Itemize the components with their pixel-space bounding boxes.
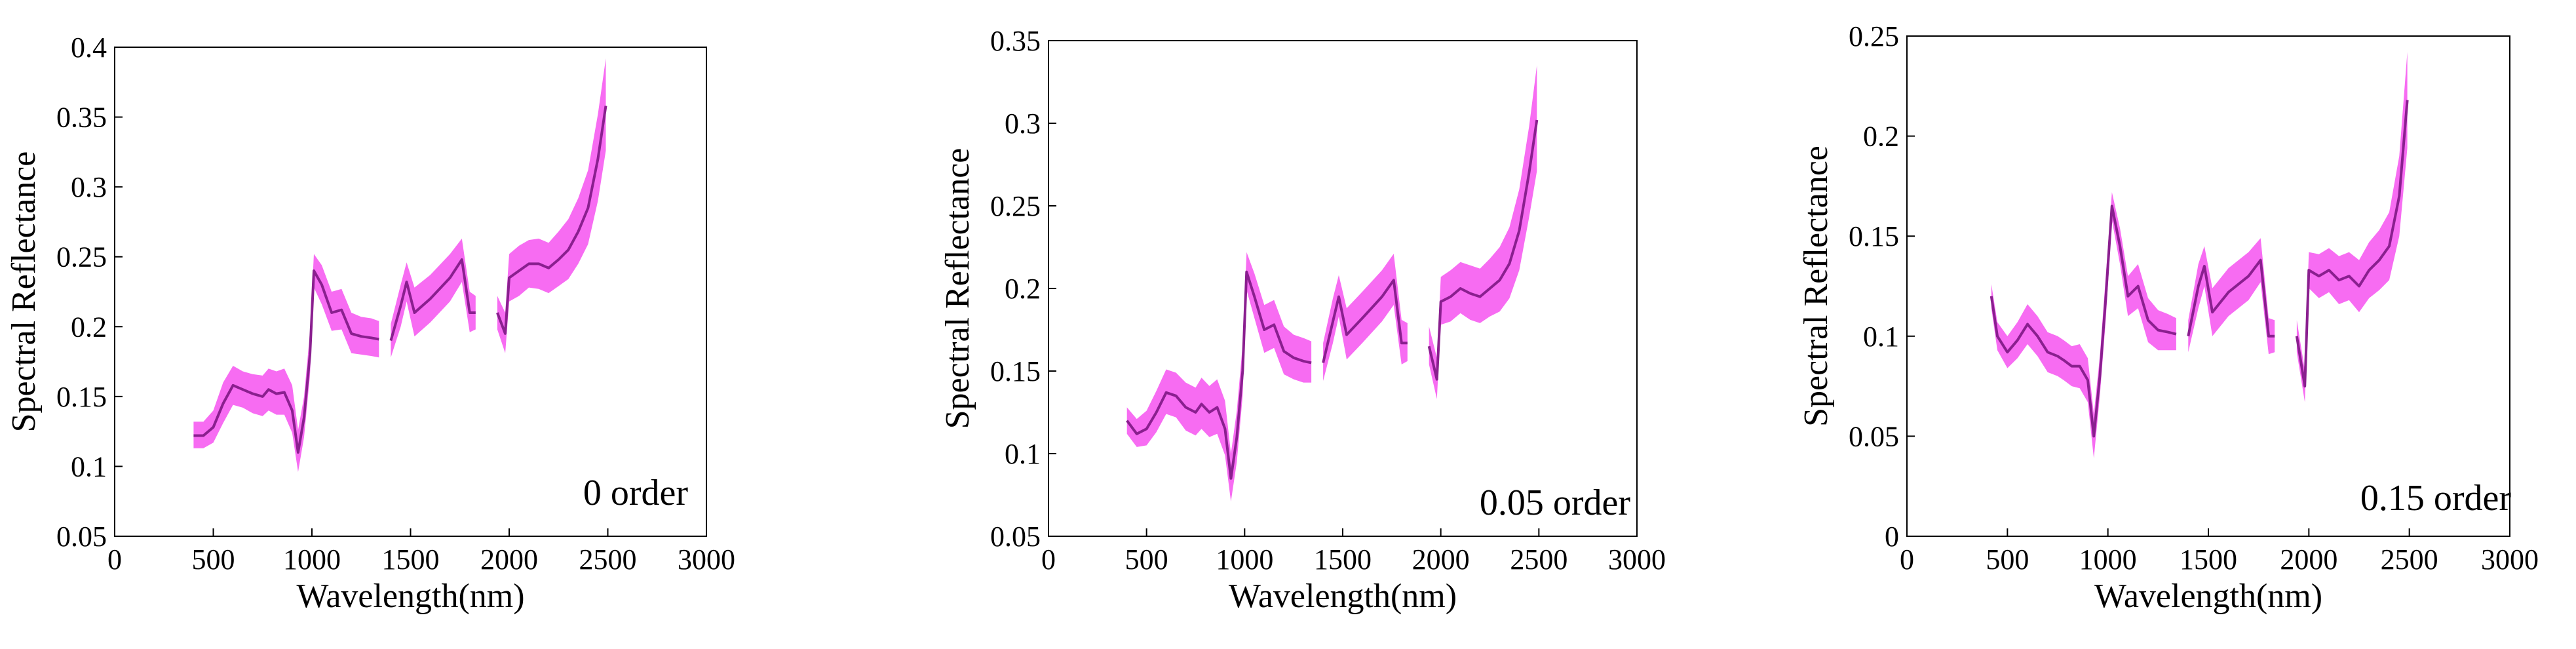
y-tick-label: 0.2 <box>1863 121 1899 153</box>
mean-spectrum-segment <box>193 269 379 454</box>
mean-lines <box>1990 100 2409 438</box>
x-tick-label: 3000 <box>1608 543 1666 576</box>
x-tick-label: 2000 <box>480 543 538 576</box>
x-tick-label: 3000 <box>678 543 735 576</box>
y-tick-label: 0.35 <box>990 25 1041 57</box>
y-tick-label: 0.2 <box>1005 273 1041 305</box>
x-tick-label: 1000 <box>283 543 341 576</box>
y-tick-label: 0.15 <box>1849 220 1899 252</box>
mean-spectrum-segment <box>1126 270 1312 480</box>
y-tick-label: 0.35 <box>56 102 107 134</box>
order-annotation: 0 order <box>583 473 689 513</box>
y-tick-label: 0.4 <box>71 31 107 64</box>
mean-spectrum-segment <box>389 258 476 342</box>
x-tick-label: 0 <box>1900 543 1914 576</box>
x-tick-label: 1500 <box>1314 543 1372 576</box>
x-tick-label: 1500 <box>382 543 440 576</box>
y-tick-label: 0.25 <box>990 190 1041 222</box>
y-tick-label: 0.15 <box>56 381 107 413</box>
y-tick-label: 0.05 <box>1849 420 1899 452</box>
y-tick-label: 0.1 <box>71 450 107 482</box>
y-axis-ticks: 0.05 0.1 0.15 0.2 0.25 0.3 0.35 0.4 <box>56 31 123 553</box>
y-tick-label: 0.3 <box>1005 108 1041 140</box>
x-axis-label: Wavelength(nm) <box>1229 578 1457 615</box>
x-axis-ticks: 0 500 1000 1500 2000 2500 3000 <box>107 528 735 576</box>
y-tick-label: 0.05 <box>990 521 1041 553</box>
x-axis-ticks: 0 500 1000 1500 2000 2500 3000 <box>1041 528 1666 576</box>
y-axis-label: Spectral Reflectance <box>939 148 976 429</box>
chart-panel-0-05-order: 0 500 1000 1500 2000 2500 3000 0.050.10.150.20… <box>939 25 1666 615</box>
x-tick-label: 500 <box>1986 543 2029 576</box>
y-tick-label: 0.25 <box>56 241 107 273</box>
confidence-band-segment <box>391 239 476 358</box>
mean-spectrum-segment <box>2187 258 2275 338</box>
confidence-band-segment <box>193 254 379 472</box>
y-axis-ticks: 0 0.05 0.1 0.15 0.2 0.25 <box>1849 20 1915 553</box>
y-tick-label: 0.15 <box>990 355 1041 387</box>
order-annotation: 0.05 order <box>1480 482 1631 523</box>
chart-panel-0-15-order: 0 500 1000 1500 2000 2500 3000 0 0.05 0.1 0.15 0.2… <box>1797 20 2539 615</box>
mean-spectrum-segment <box>1427 119 1539 381</box>
x-tick-label: 0 <box>107 543 122 576</box>
confidence-bands <box>193 58 606 472</box>
confidence-band-segment <box>2188 238 2275 355</box>
y-axis-label: Spectral Reflectance <box>5 151 43 433</box>
x-tick-label: 1500 <box>2180 543 2237 576</box>
y-tick-label: 0.3 <box>71 171 107 203</box>
y-tick-label: 0 <box>1885 521 1899 553</box>
y-tick-label: 0.2 <box>71 311 107 343</box>
y-tick-label: 0.1 <box>1005 438 1041 470</box>
confidence-band-segment <box>1429 65 1537 399</box>
confidence-band-segment <box>497 58 606 353</box>
y-tick-label: 0.05 <box>56 521 107 553</box>
x-tick-label: 3000 <box>2481 543 2539 576</box>
x-tick-label: 1000 <box>1216 543 1273 576</box>
x-tick-label: 2000 <box>1412 543 1470 576</box>
mean-spectrum-segment <box>496 106 607 335</box>
x-tick-label: 0 <box>1041 543 1056 576</box>
x-axis-label: Wavelength(nm) <box>2094 578 2322 615</box>
mean-spectrum-segment <box>2295 100 2409 388</box>
y-tick-label: 0.1 <box>1863 321 1899 353</box>
y-tick-label: 0.25 <box>1849 20 1899 52</box>
x-tick-label: 2000 <box>2280 543 2337 576</box>
x-tick-label: 2500 <box>579 543 637 576</box>
x-tick-label: 500 <box>1125 543 1168 576</box>
x-tick-label: 1000 <box>2079 543 2137 576</box>
mean-spectrum-segment <box>1322 279 1408 363</box>
x-tick-label: 500 <box>192 543 235 576</box>
y-axis-label: Spectral Reflectance <box>1797 146 1835 427</box>
x-axis-ticks: 0 500 1000 1500 2000 2500 3000 <box>1900 528 2539 576</box>
confidence-band-segment <box>1126 252 1312 502</box>
order-annotation: 0.15 order <box>2360 478 2512 519</box>
chart-panel-0-order: 0 500 1000 1500 2000 2500 3000 0.050.10.150.20… <box>5 31 735 615</box>
y-axis-ticks: 0.05 0.1 0.15 0.2 0.25 0.3 0.35 <box>990 25 1056 553</box>
mean-spectrum-segment <box>1990 205 2177 438</box>
mean-lines <box>193 106 607 454</box>
confidence-bands <box>1126 65 1537 502</box>
confidence-band-segment <box>2296 52 2408 403</box>
confidence-band-segment <box>1323 254 1408 382</box>
x-tick-label: 2500 <box>1510 543 1567 576</box>
x-axis-label: Wavelength(nm) <box>296 578 524 615</box>
x-tick-label: 2500 <box>2381 543 2438 576</box>
mean-lines <box>1126 119 1539 480</box>
